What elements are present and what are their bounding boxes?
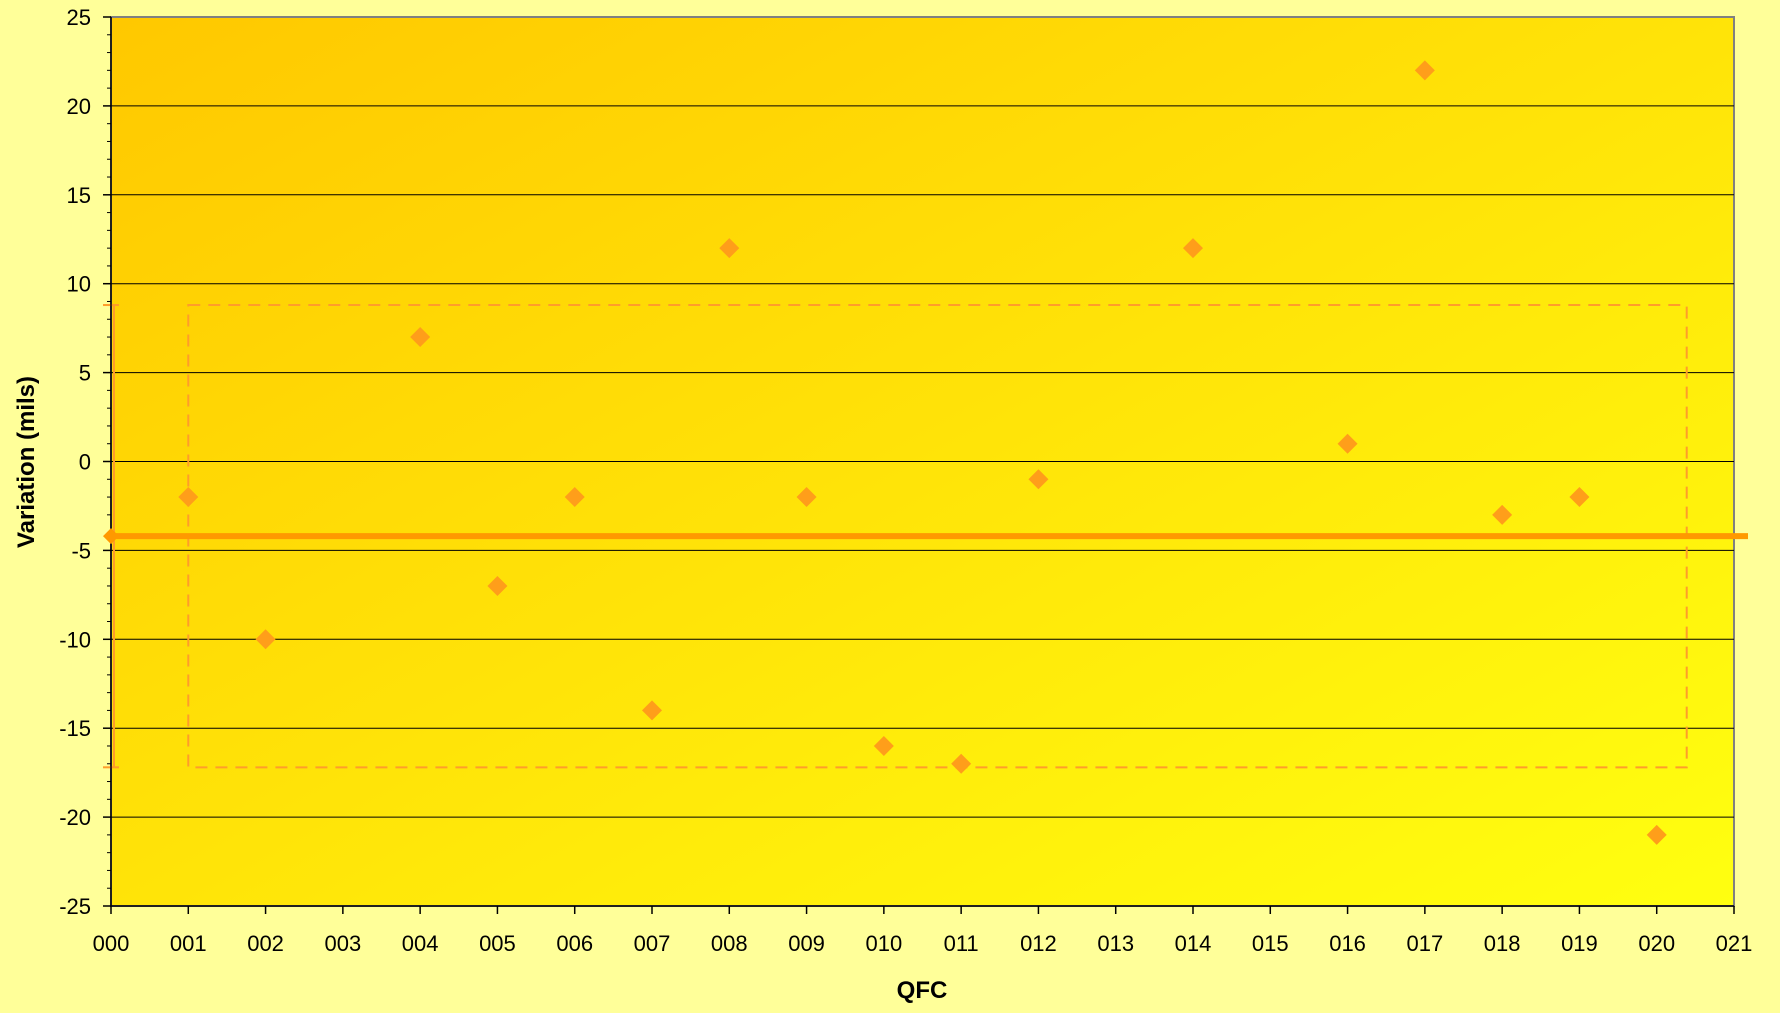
x-tick-label: 018 xyxy=(1484,931,1521,956)
mean-marker xyxy=(103,528,119,545)
y-tick-label: 20 xyxy=(67,94,91,119)
data-point-marker xyxy=(873,735,894,756)
data-point-marker xyxy=(642,700,662,721)
y-tick-label: 0 xyxy=(79,450,91,475)
data-point-marker xyxy=(178,487,199,508)
data-point-marker xyxy=(1646,824,1667,845)
x-tick-label: 006 xyxy=(556,931,593,956)
x-tick-label: 005 xyxy=(479,931,516,956)
y-tick-label: -10 xyxy=(59,627,91,652)
y-tick-label: -5 xyxy=(71,538,91,563)
x-tick-label: 021 xyxy=(1716,931,1753,956)
x-tick-label: 011 xyxy=(944,931,979,956)
y-tick-label: 15 xyxy=(67,183,91,208)
x-tick-label: 013 xyxy=(1097,931,1134,956)
y-tick-label: 10 xyxy=(67,272,91,297)
y-tick-label: 25 xyxy=(67,5,91,30)
x-tick-label: 014 xyxy=(1175,931,1212,956)
y-axis-label: Variation (mils) xyxy=(13,376,40,548)
x-tick-label: 012 xyxy=(1020,931,1057,956)
data-point-marker xyxy=(1414,60,1435,81)
data-point-marker xyxy=(796,487,817,508)
data-point-marker xyxy=(1337,433,1358,454)
x-tick-label: 000 xyxy=(93,931,130,956)
data-point-marker xyxy=(410,327,431,348)
data-points xyxy=(178,60,1667,845)
x-tick-label: 002 xyxy=(247,931,284,956)
x-tick-label: 009 xyxy=(788,931,825,956)
data-point-marker xyxy=(564,487,585,508)
data-point-marker xyxy=(951,753,972,774)
y-tick-label: 5 xyxy=(79,361,91,386)
x-tick-label: 020 xyxy=(1638,931,1675,956)
x-tick-label: 008 xyxy=(711,931,748,956)
data-point-marker xyxy=(719,238,740,259)
x-tick-label: 017 xyxy=(1406,931,1443,956)
data-point-marker xyxy=(1183,238,1203,259)
data-point-marker xyxy=(1569,487,1590,508)
x-tick-label: 004 xyxy=(402,931,439,956)
x-tick-label: 010 xyxy=(865,931,902,956)
x-tick-label: 007 xyxy=(634,931,671,956)
x-tick-label: 019 xyxy=(1561,931,1598,956)
data-point-marker xyxy=(487,575,508,596)
y-tick-label: -15 xyxy=(59,716,91,741)
data-point-marker xyxy=(1028,469,1049,490)
y-tick-label: -20 xyxy=(59,805,91,830)
mean-line-group xyxy=(103,528,1748,545)
axes: -25 -20 -15 -10 -5 0 5 10 15 20 25 000 001 002 003 004 0… xyxy=(59,5,1752,956)
y-tick-label: -25 xyxy=(59,894,91,919)
x-tick-label: 001 xyxy=(170,931,207,956)
gridlines xyxy=(111,105,1734,818)
x-tick-label: 003 xyxy=(324,931,361,956)
x-tick-label: 015 xyxy=(1252,931,1289,956)
x-axis-label: QFC xyxy=(897,977,948,1004)
data-point-marker xyxy=(255,629,276,650)
x-tick-label: 016 xyxy=(1329,931,1366,956)
data-point-marker xyxy=(1492,504,1513,525)
